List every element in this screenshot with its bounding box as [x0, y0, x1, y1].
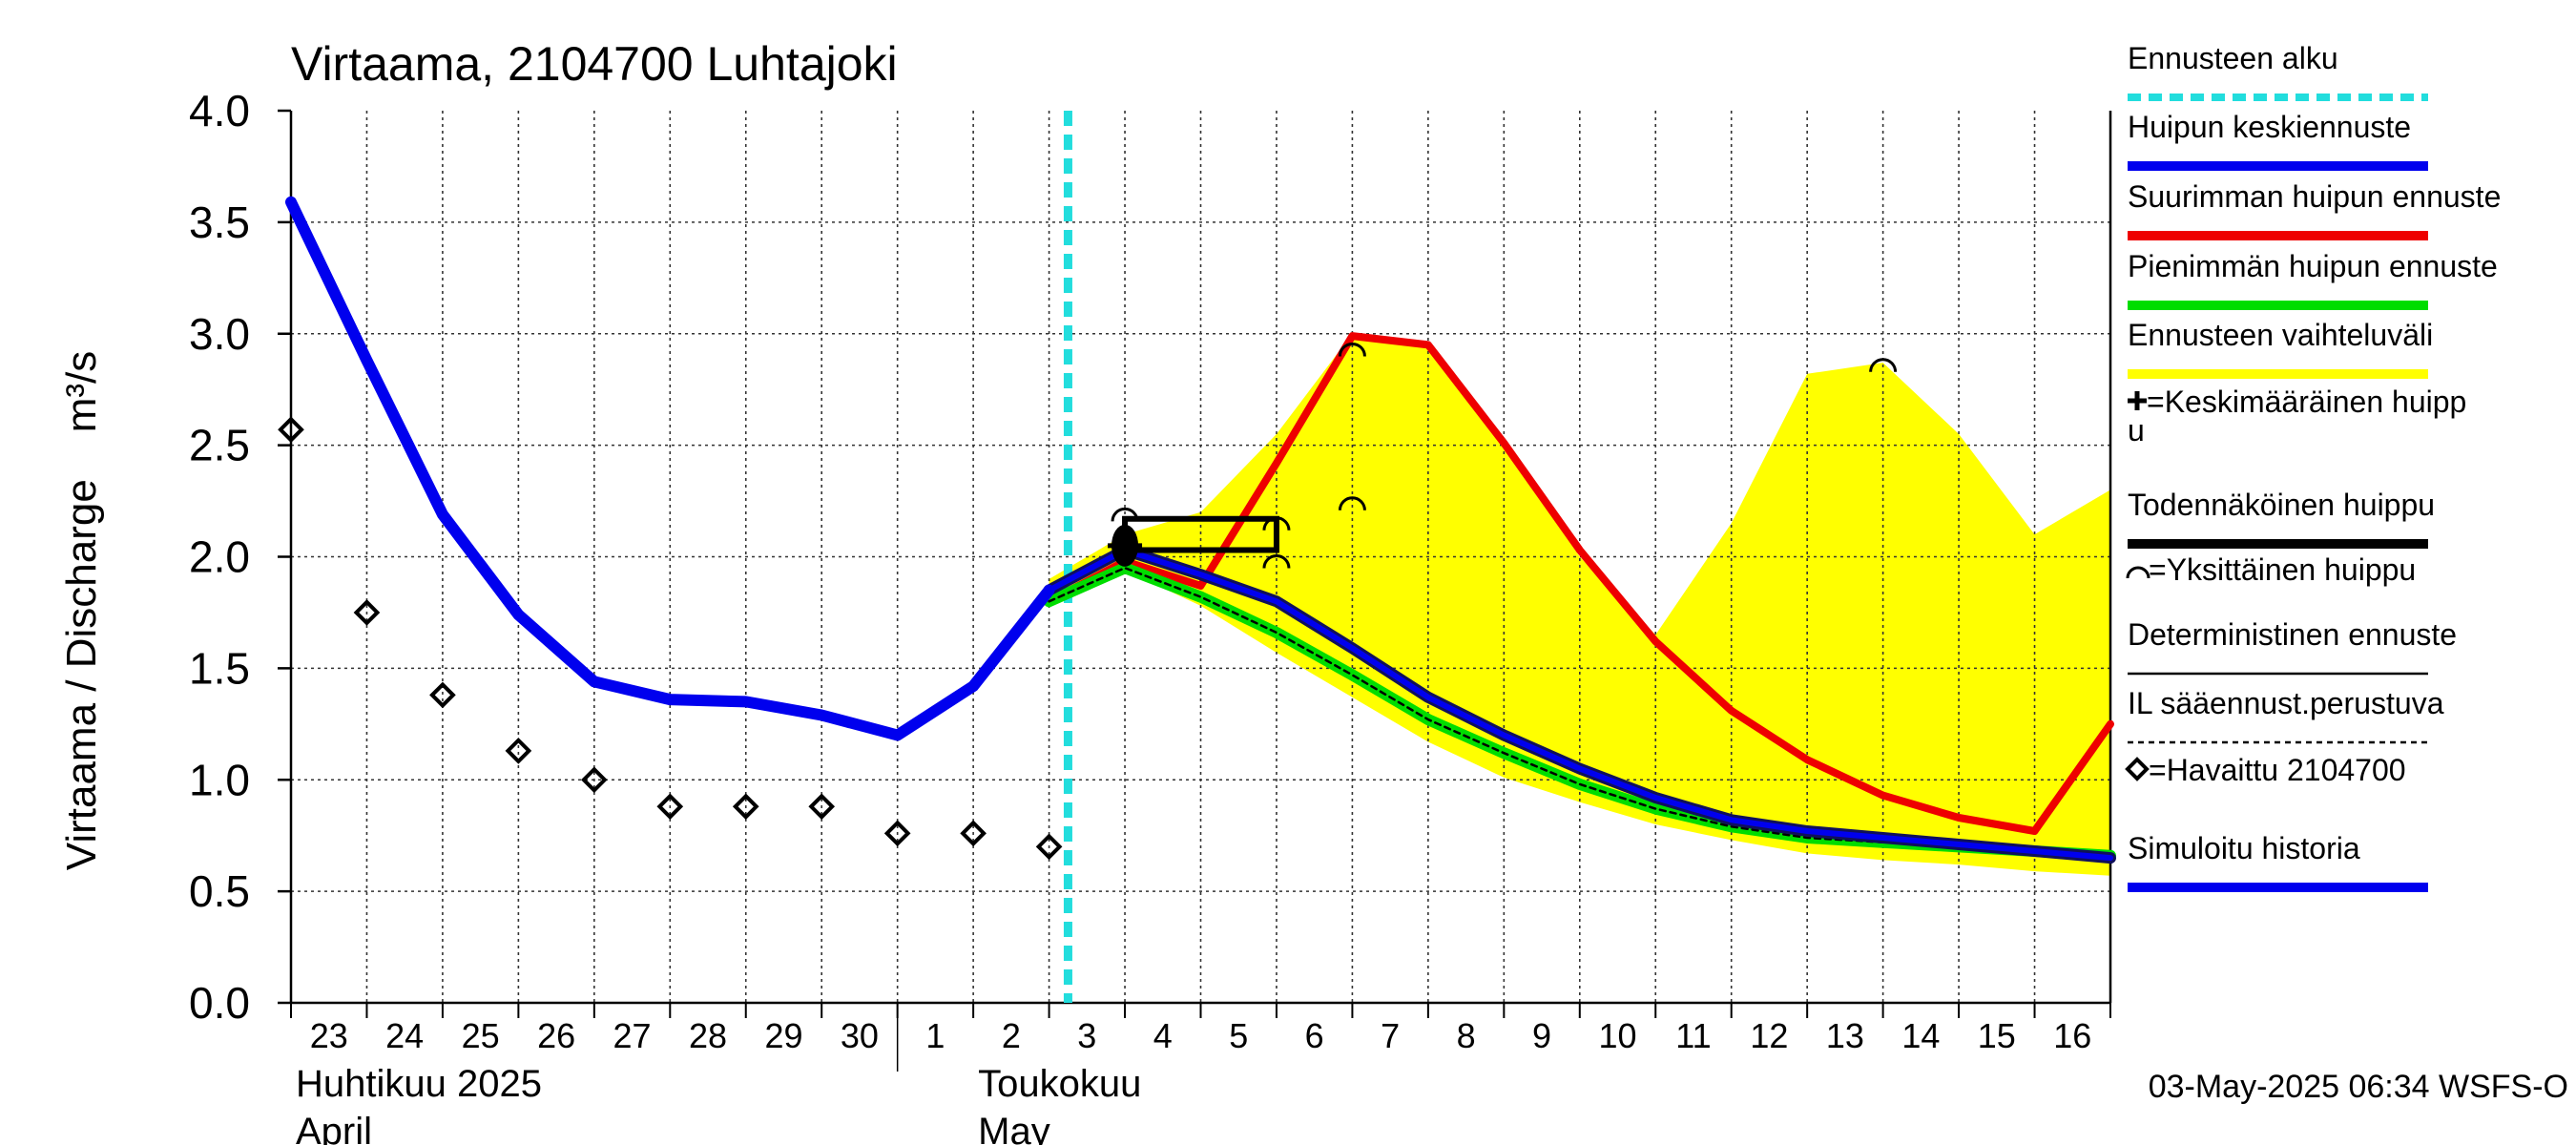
- y-tick-label: 3.0: [189, 309, 250, 359]
- observed-point: [656, 793, 684, 821]
- legend-item: IL sääennust.perustuva: [2128, 686, 2444, 744]
- x-day-label: 12: [1750, 1016, 1788, 1055]
- legend-label: IL sääennust.perustuva: [2128, 686, 2444, 720]
- legend-label: Todennäköinen huippu: [2128, 488, 2435, 522]
- legend-label: =Havaittu 2104700: [2149, 753, 2406, 787]
- legend-label: =Keskimääräinen huipp: [2147, 385, 2466, 419]
- legend-item: =Keskimääräinen huippu: [2128, 385, 2466, 448]
- grid-lines: [291, 111, 2110, 1003]
- timestamp: 03-May-2025 06:34 WSFS-O: [2149, 1069, 2568, 1105]
- observed-point: [505, 738, 532, 764]
- observed-point: [808, 793, 836, 821]
- y-tick-label: 2.5: [189, 421, 250, 470]
- y-tick-label: 3.5: [189, 198, 250, 247]
- y-tick-label: 0.0: [189, 978, 250, 1028]
- legend-item: Pienimmän huipun ennuste: [2128, 249, 2498, 310]
- y-tick-label: 0.5: [189, 866, 250, 916]
- x-day-label: 27: [613, 1016, 652, 1055]
- x-day-label: 25: [462, 1016, 500, 1055]
- legend-label: Huipun keskiennuste: [2128, 110, 2411, 144]
- legend-label-continued: u: [2128, 413, 2145, 448]
- month-label-english: May: [978, 1111, 1050, 1145]
- legend-item: Ennusteen vaihteluväli: [2128, 318, 2433, 379]
- legend-item: =Havaittu 2104700: [2125, 753, 2406, 787]
- x-day-label: 11: [1675, 1016, 1711, 1055]
- observed-point: [960, 820, 987, 847]
- legend-label: Pienimmän huipun ennuste: [2128, 249, 2498, 283]
- legend-label: Simuloitu historia: [2128, 831, 2360, 865]
- observed-point: [278, 416, 304, 444]
- x-day-label: 23: [310, 1016, 348, 1055]
- observed-point: [732, 793, 759, 821]
- x-day-label: 7: [1381, 1016, 1400, 1055]
- observed-point: [883, 820, 911, 847]
- legend-item: Suurimman huipun ennuste: [2128, 179, 2501, 240]
- individual-peak-marker: [1869, 358, 1898, 372]
- month-label: Huhtikuu 2025: [296, 1063, 542, 1105]
- observed-point: [353, 599, 381, 626]
- x-day-label: 15: [1978, 1016, 2016, 1055]
- diamond-icon: [2125, 757, 2150, 781]
- x-day-label: 9: [1532, 1016, 1551, 1055]
- plot-area: 0.00.51.01.52.02.53.03.54.023 24 25 26 27 28 2…: [189, 86, 2116, 1145]
- legend-label: Suurimman huipun ennuste: [2128, 179, 2501, 214]
- legend-label: =Yksittäinen huippu: [2149, 552, 2416, 587]
- x-day-label: 10: [1598, 1016, 1636, 1055]
- x-day-label: 5: [1229, 1016, 1248, 1055]
- max-peak-forecast-line: [1045, 332, 2114, 835]
- legend-item: Todennäköinen huippu: [2128, 488, 2435, 549]
- legend-item: Simuloitu historia: [2128, 831, 2428, 892]
- y-tick-label: 4.0: [189, 86, 250, 135]
- y-tick-label: 2.0: [189, 532, 250, 582]
- y-tick-label: 1.0: [189, 755, 250, 804]
- arc-icon: [2126, 566, 2150, 579]
- x-day-label: 24: [385, 1016, 424, 1055]
- individual-peak-marker: [1111, 507, 1139, 522]
- observed-point: [1035, 833, 1063, 861]
- legend-item: Huipun keskiennuste: [2128, 110, 2428, 171]
- x-day-label: 28: [689, 1016, 727, 1055]
- x-day-label: 29: [764, 1016, 802, 1055]
- x-day-label: 1: [925, 1016, 945, 1055]
- simulated-history-line: [285, 196, 1055, 741]
- legend-label: Ennusteen alku: [2128, 41, 2338, 75]
- x-day-label: 3: [1077, 1016, 1096, 1055]
- chart-title: Virtaama, 2104700 Luhtajoki: [291, 37, 898, 91]
- x-day-label: 8: [1457, 1016, 1476, 1055]
- x-day-label: 13: [1826, 1016, 1864, 1055]
- mean-peak-forecast-line: [1046, 547, 2113, 862]
- month-label-english: April: [296, 1111, 372, 1145]
- individual-peak-marker: [1338, 342, 1366, 357]
- legend-label: Deterministinen ennuste: [2128, 617, 2457, 652]
- legend-item: Ennusteen alku: [2128, 41, 2428, 101]
- x-day-label: 26: [537, 1016, 575, 1055]
- x-day-label: 16: [2053, 1016, 2091, 1055]
- individual-peak-marker: [1338, 496, 1366, 510]
- month-label: Toukokuu: [978, 1063, 1141, 1105]
- y-tick-label: 1.5: [189, 643, 250, 693]
- x-day-label: 4: [1153, 1016, 1173, 1055]
- legend-item: Deterministinen ennuste: [2128, 617, 2457, 676]
- observed-point: [429, 681, 456, 709]
- individual-peak-marker: [1262, 516, 1291, 531]
- forecast-range-band: [1049, 333, 2110, 876]
- legend-item: =Yksittäinen huippu: [2126, 552, 2416, 587]
- observed-point: [581, 766, 608, 794]
- legend: Ennusteen alku Huipun keskiennuste Suurimm…: [2125, 41, 2501, 892]
- x-day-label: 14: [1901, 1016, 1940, 1055]
- x-day-label: 30: [841, 1016, 879, 1055]
- y-axis-label: Virtaama / Discharge m³/s: [58, 351, 105, 870]
- x-day-label: 2: [1002, 1016, 1021, 1055]
- x-day-label: 6: [1305, 1016, 1324, 1055]
- individual-peak-marker: [1262, 554, 1291, 569]
- legend-label: Ennusteen vaihteluväli: [2128, 318, 2433, 352]
